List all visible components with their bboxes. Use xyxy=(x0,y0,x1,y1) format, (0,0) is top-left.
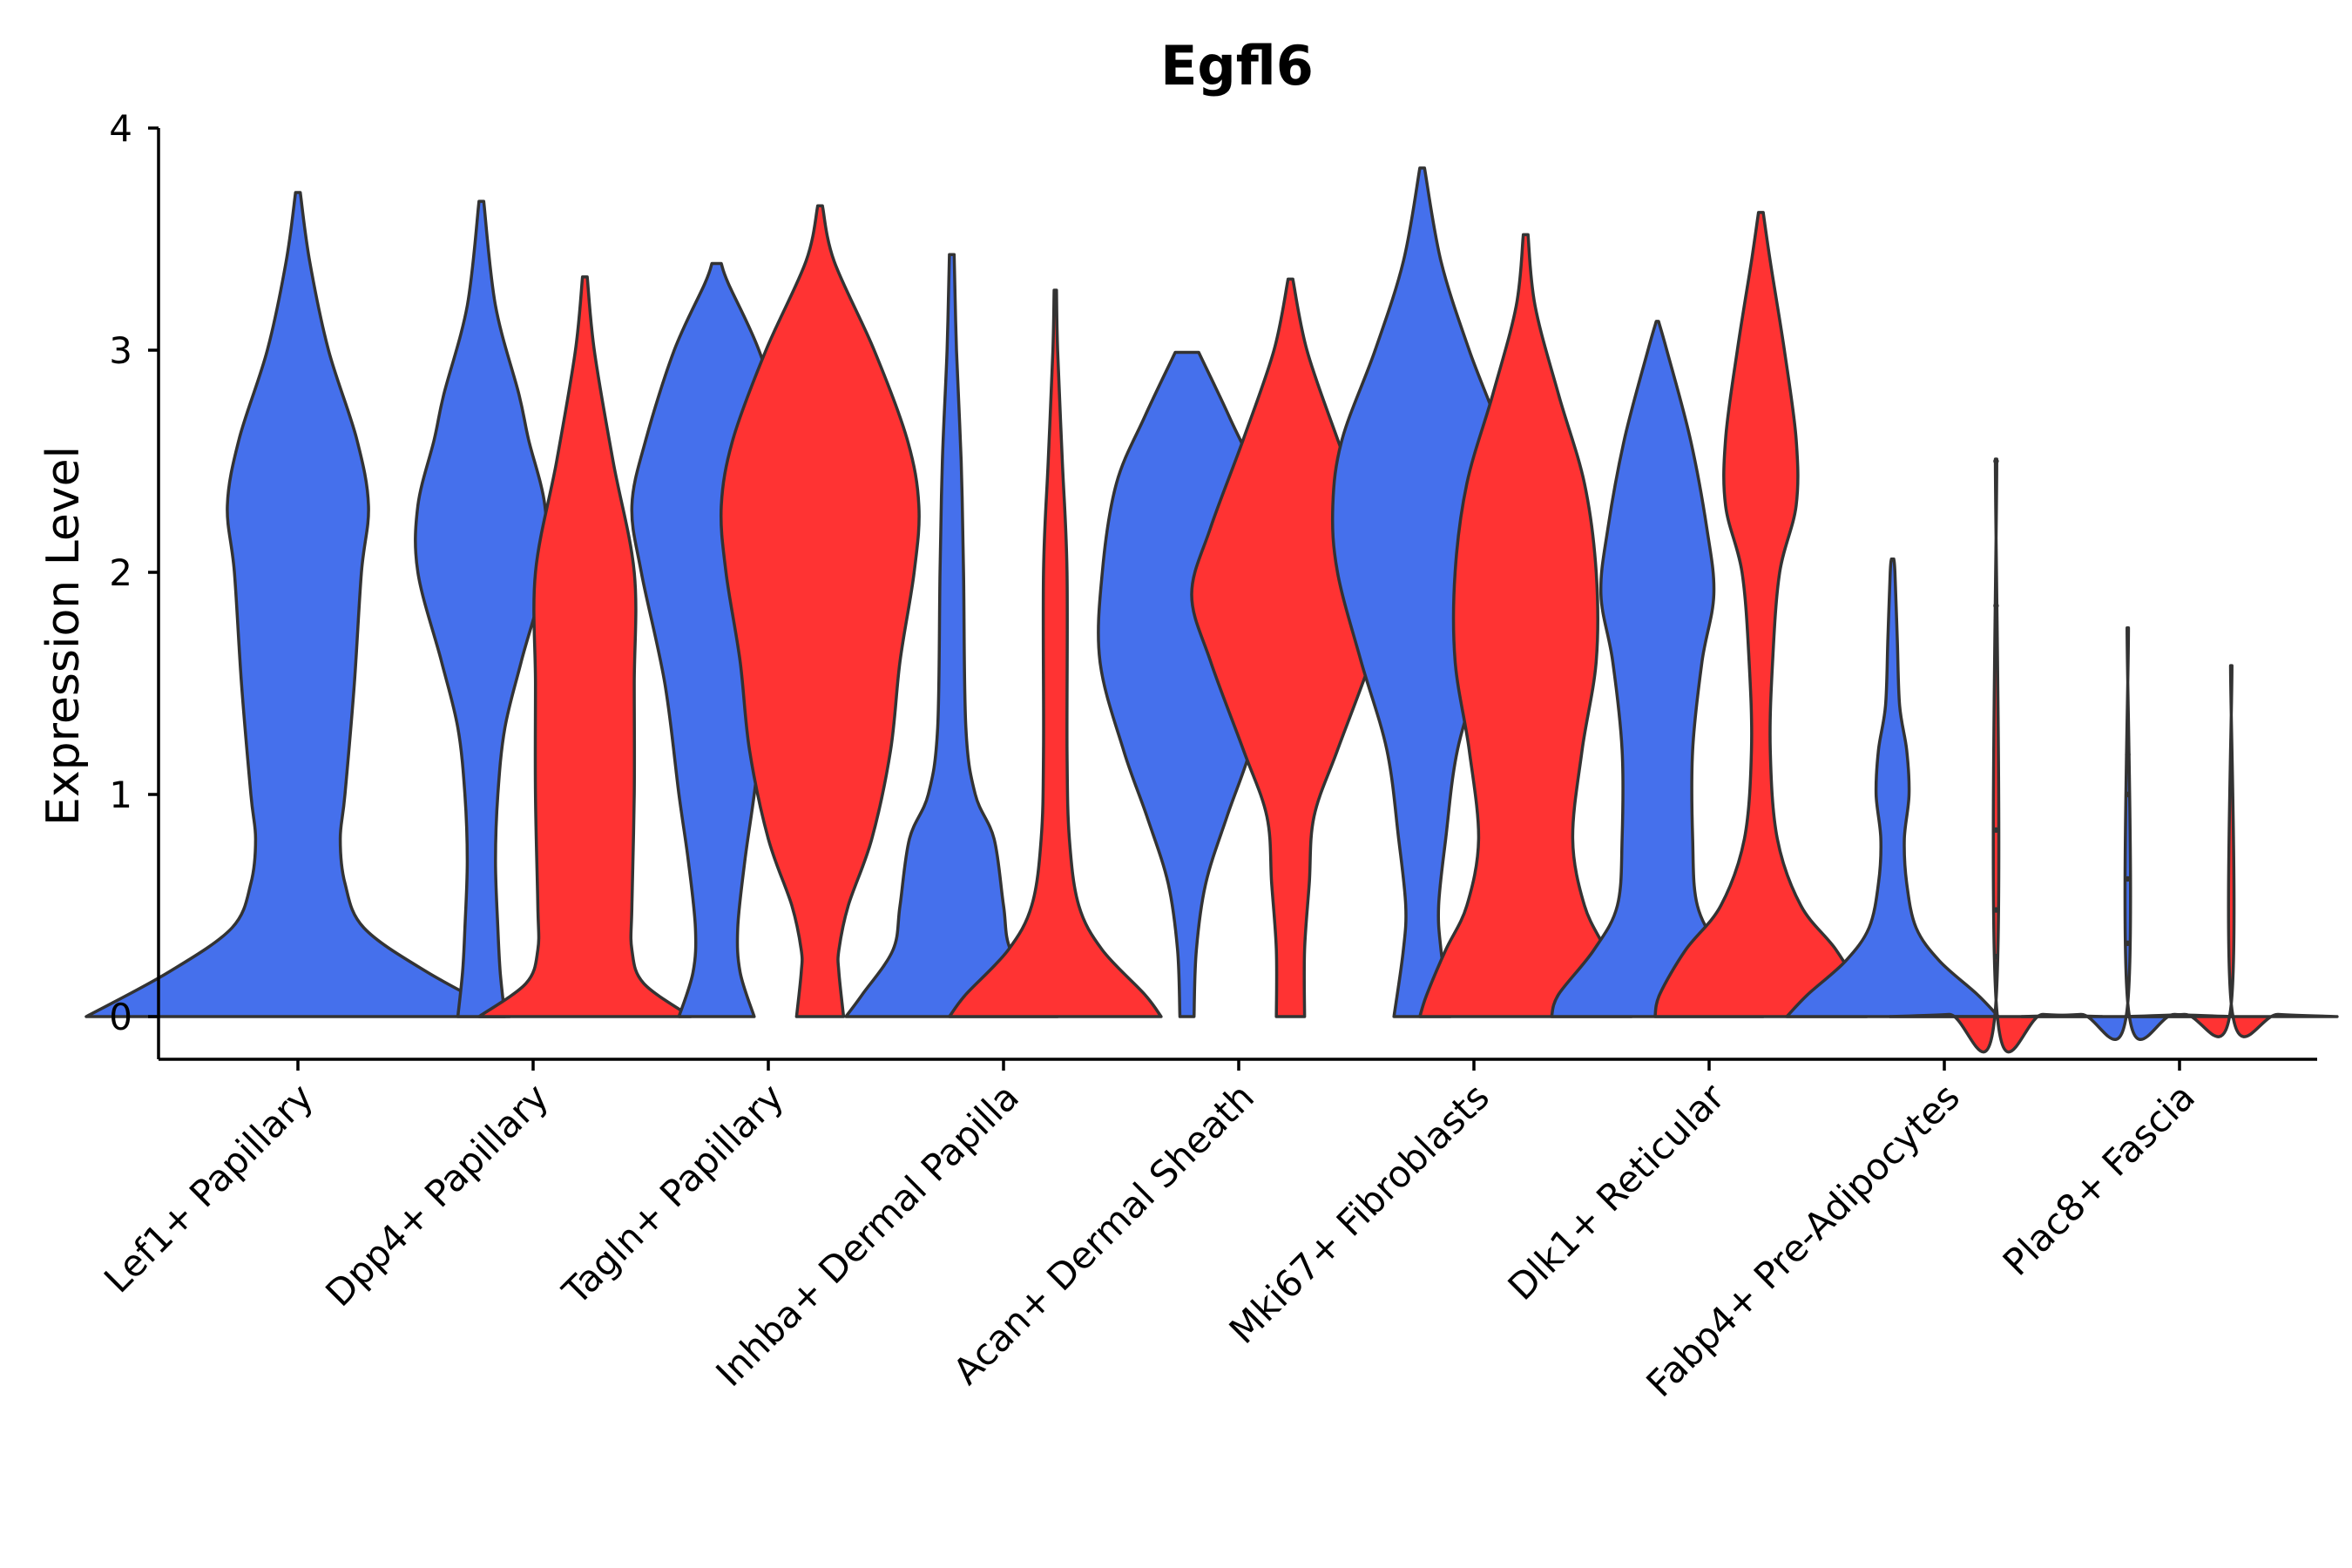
violin-1-red xyxy=(477,275,693,1018)
violin-3-blue xyxy=(844,253,1059,1018)
y-ticks-layer: 0 1 2 3 4 xyxy=(109,107,159,1038)
outlier-point xyxy=(2125,875,2131,882)
violin-6-blue xyxy=(1550,320,1765,1018)
y-tick-label: 2 xyxy=(109,551,132,594)
violin-8-blue xyxy=(2020,626,2235,1041)
outlier-point xyxy=(1993,458,1999,464)
violin-7-blue xyxy=(1785,557,2000,1018)
x-category-label: Dlk1+ Reticular xyxy=(1500,1075,1734,1308)
x-category-label: Lef1+ Papillary xyxy=(96,1075,321,1301)
y-tick-label: 0 xyxy=(109,996,132,1038)
outlier-point xyxy=(1993,963,1999,969)
y-axis-label: Expression Level xyxy=(37,446,90,826)
y-tick-label: 1 xyxy=(109,774,132,816)
x-category-label: Dpp4+ Papillary xyxy=(317,1075,557,1315)
outliers-layer xyxy=(1993,458,2131,969)
x-category-label: Plac8+ Fascia xyxy=(1995,1075,2203,1283)
x-category-label: Mki67+ Fibroblasts xyxy=(1221,1075,1497,1351)
violin-0-blue xyxy=(84,191,511,1018)
chart-title: Egfl6 xyxy=(1160,34,1314,98)
violin-1-blue xyxy=(414,199,550,1018)
violin-5-red xyxy=(1418,233,1633,1018)
y-tick-label: 4 xyxy=(109,107,132,150)
x-category-label: Tagln+ Papillary xyxy=(554,1075,792,1313)
violin-5-blue xyxy=(1330,166,1514,1018)
violin-6-red xyxy=(1653,211,1869,1018)
violin-3-red xyxy=(948,288,1163,1018)
outlier-point xyxy=(1993,603,1999,609)
outlier-point xyxy=(2125,791,2131,798)
outlier-point xyxy=(1993,953,1999,960)
violins-layer xyxy=(84,166,2339,1054)
outlier-point xyxy=(1993,827,1999,833)
y-tick-label: 3 xyxy=(109,329,132,372)
violin-8-red xyxy=(2124,664,2339,1038)
outlier-point xyxy=(2125,751,2131,758)
outlier-point xyxy=(1993,907,1999,913)
violin-2-red xyxy=(719,204,921,1018)
outlier-point xyxy=(2125,940,2131,947)
